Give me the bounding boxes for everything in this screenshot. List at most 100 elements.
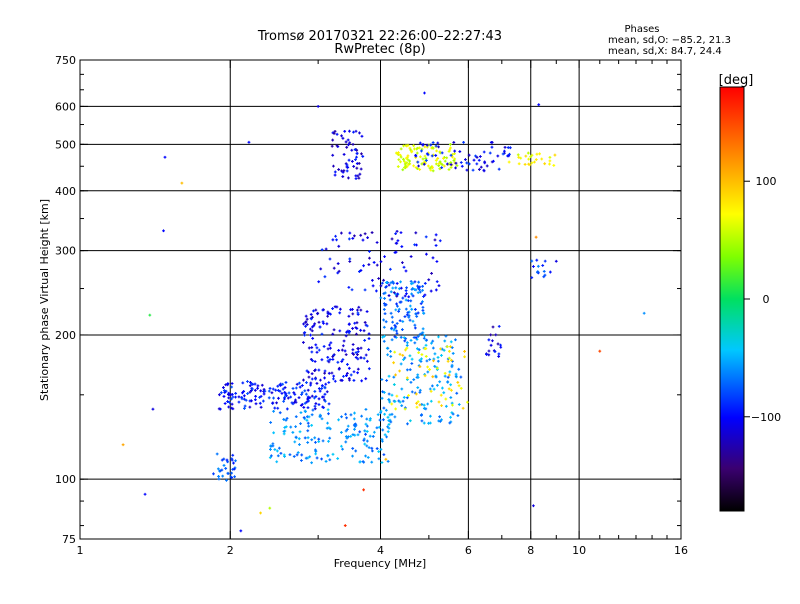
data-point <box>386 346 390 350</box>
data-point <box>444 397 448 401</box>
data-point <box>426 370 430 374</box>
data-point <box>482 168 486 172</box>
data-point <box>311 325 314 329</box>
data-point <box>302 322 305 326</box>
data-point <box>327 402 331 406</box>
data-point <box>395 331 399 335</box>
data-point <box>332 377 335 381</box>
data-point <box>434 374 438 378</box>
data-point <box>410 390 414 394</box>
data-point <box>394 250 398 254</box>
data-point <box>431 346 435 350</box>
data-point <box>542 269 546 273</box>
data-point <box>390 338 394 342</box>
data-point <box>351 343 355 346</box>
data-point <box>219 391 223 395</box>
data-point <box>399 300 403 304</box>
data-point <box>421 284 425 288</box>
data-point <box>225 458 229 462</box>
data-point <box>326 454 330 457</box>
data-point <box>271 401 275 405</box>
data-point <box>399 160 402 164</box>
chart-title: Tromsø 20170321 22:26:00–22:27:43 <box>257 29 502 44</box>
data-point <box>367 332 371 336</box>
data-point <box>413 280 417 284</box>
data-point <box>412 164 416 168</box>
data-point <box>421 157 425 161</box>
data-point <box>287 391 291 395</box>
data-point <box>430 272 433 275</box>
data-point <box>358 172 362 176</box>
data-point <box>415 315 419 318</box>
data-point <box>332 266 336 270</box>
data-point <box>394 373 397 377</box>
data-point <box>362 460 366 464</box>
data-point <box>403 407 407 411</box>
data-point <box>430 384 434 388</box>
data-point <box>443 371 447 375</box>
data-point <box>353 427 356 431</box>
data-point <box>447 168 451 171</box>
data-point <box>344 440 348 444</box>
data-point <box>543 273 547 277</box>
data-point <box>405 161 409 165</box>
data-point <box>345 416 348 420</box>
data-point <box>399 155 403 159</box>
data-point <box>337 348 341 352</box>
data-point <box>326 408 330 412</box>
data-point <box>408 318 412 322</box>
data-point <box>445 156 449 160</box>
data-point <box>333 129 337 133</box>
data-point <box>423 91 426 95</box>
data-point <box>404 156 408 160</box>
data-point <box>438 380 442 384</box>
data-point <box>380 438 384 441</box>
data-point <box>431 256 435 260</box>
data-point <box>404 298 408 302</box>
data-point <box>351 447 355 450</box>
data-point <box>342 374 345 378</box>
data-point <box>497 167 501 171</box>
stats-line-x: mean, sd,X: 84.7, 24.4 <box>608 46 722 57</box>
data-point <box>449 396 453 399</box>
data-point <box>317 280 321 284</box>
data-point <box>422 421 426 425</box>
data-point <box>423 154 427 158</box>
data-point <box>548 162 551 166</box>
data-point <box>434 162 438 166</box>
data-point <box>449 166 453 169</box>
data-point <box>347 314 351 318</box>
data-point <box>387 423 391 426</box>
data-point <box>340 348 344 352</box>
data-point <box>397 307 401 311</box>
data-point <box>383 312 387 316</box>
data-point <box>487 338 491 342</box>
data-point <box>360 134 364 138</box>
data-point <box>230 458 234 462</box>
data-point <box>330 371 334 375</box>
data-point <box>343 524 347 527</box>
data-point <box>418 403 422 407</box>
data-point <box>401 399 405 403</box>
data-point <box>345 374 348 377</box>
data-point <box>449 153 453 157</box>
data-point <box>326 347 330 351</box>
data-point <box>383 412 386 416</box>
data-point <box>352 165 356 168</box>
data-point <box>352 352 355 356</box>
y-tick-label: 300 <box>55 245 76 258</box>
data-point <box>438 415 442 419</box>
data-point <box>363 338 367 342</box>
data-point <box>417 348 421 352</box>
data-point <box>478 155 482 158</box>
data-point <box>430 154 434 158</box>
data-point <box>418 285 422 289</box>
data-point <box>402 396 406 399</box>
data-point <box>416 375 420 379</box>
data-point <box>317 440 321 444</box>
data-point <box>315 350 319 354</box>
data-point <box>384 457 388 461</box>
data-point <box>444 334 448 338</box>
data-point <box>222 386 225 389</box>
